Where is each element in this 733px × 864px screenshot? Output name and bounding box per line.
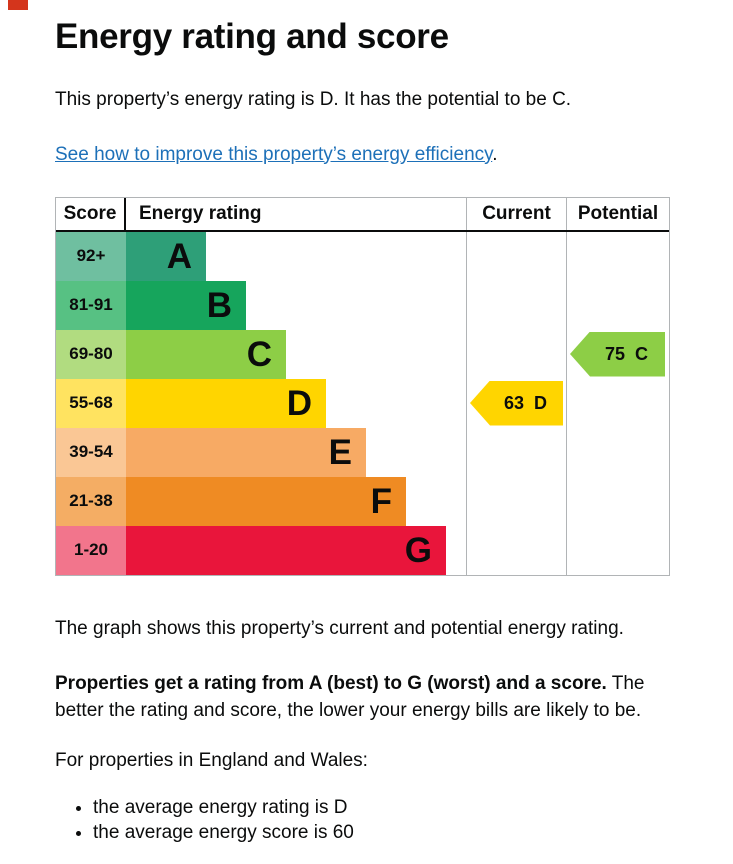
band-bar-d: D <box>126 378 326 428</box>
potential-score: 75 <box>604 343 626 364</box>
band-bar-a: A <box>126 231 206 281</box>
potential-letter: C <box>635 343 649 364</box>
band-row-e: 39-54 E <box>56 427 466 477</box>
band-score-range: 39-54 <box>56 427 126 477</box>
current-rating-arrow: 63 D <box>470 380 563 426</box>
page-title: Energy rating and score <box>55 17 449 56</box>
ratings-explainer-bold: Properties get a rating from A (best) to… <box>55 672 607 694</box>
potential-rating-arrow: 75 C <box>570 331 665 377</box>
band-bar-g: G <box>126 525 446 575</box>
band-bar-f: F <box>126 476 406 526</box>
band-score-range: 55-68 <box>56 378 126 428</box>
current-column: 63 D <box>466 231 566 575</box>
band-row-g: 1-20 G <box>56 525 466 575</box>
link-suffix: . <box>492 143 498 165</box>
header-energy-rating: Energy rating <box>139 202 262 224</box>
average-rating-item: the average energy rating is D <box>93 795 675 820</box>
band-bar-b: B <box>126 280 246 330</box>
band-row-c: 69-80 C <box>56 329 466 379</box>
averages-list: the average energy rating is D the avera… <box>55 795 675 845</box>
band-score-range: 81-91 <box>56 280 126 330</box>
header-current: Current <box>466 197 566 230</box>
improve-link-line: See how to improve this property’s energ… <box>55 144 675 166</box>
band-score-range: 1-20 <box>56 525 126 575</box>
band-row-a: 92+ A <box>56 231 466 281</box>
band-row-d: 55-68 D <box>56 378 466 428</box>
band-score-range: 69-80 <box>56 329 126 379</box>
rating-bands: 92+ A 81-91 B 69-80 C 55-68 D 39-54 <box>56 231 466 575</box>
energy-certificate-page: Energy rating and score This property’s … <box>0 0 733 845</box>
current-letter: D <box>534 392 548 413</box>
header-score: Score <box>56 197 126 230</box>
band-row-f: 21-38 F <box>56 476 466 526</box>
ratings-explainer: Properties get a rating from A (best) to… <box>55 670 670 724</box>
band-score-range: 21-38 <box>56 476 126 526</box>
graph-caption: The graph shows this property’s current … <box>55 617 624 639</box>
band-row-b: 81-91 B <box>56 280 466 330</box>
current-score: 63 <box>503 392 525 413</box>
average-score-item: the average energy score is 60 <box>93 820 675 845</box>
chart-body: 92+ A 81-91 B 69-80 C 55-68 D 39-54 <box>56 231 669 575</box>
top-left-marker <box>8 0 28 10</box>
band-bar-e: E <box>126 427 366 477</box>
band-bar-c: C <box>126 329 286 379</box>
band-score-range: 92+ <box>56 231 126 281</box>
header-potential: Potential <box>566 197 669 230</box>
ratings-explainer-rest: The better the rating and score, the low… <box>55 672 645 721</box>
regions-line: For properties in England and Wales: <box>55 749 368 771</box>
energy-rating-chart: Score Energy rating Current Potential 92… <box>55 196 670 576</box>
improve-efficiency-link[interactable]: See how to improve this property’s energ… <box>55 143 493 165</box>
potential-column: 75 C <box>566 231 669 575</box>
intro-text: This property’s energy rating is D. It h… <box>55 88 572 110</box>
chart-header-row: Score Energy rating Current Potential <box>56 197 669 232</box>
